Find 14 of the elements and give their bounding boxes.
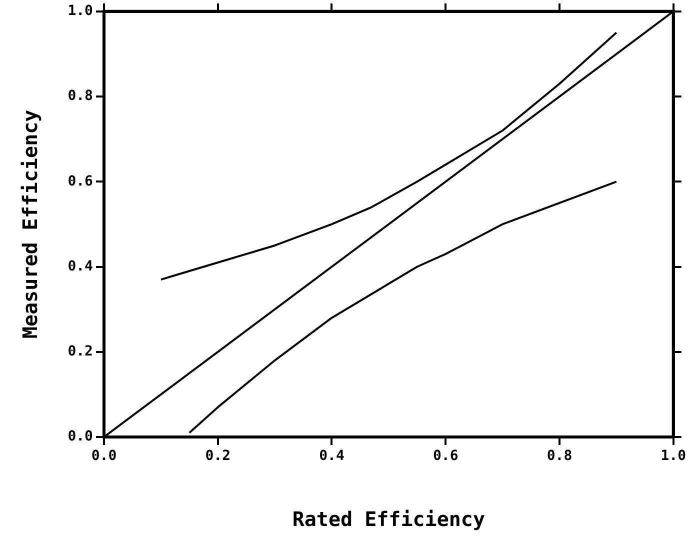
x-tick-label: 0.0	[91, 448, 117, 464]
y-tick-label: 0.8	[68, 88, 93, 104]
x-tick-label: 0.6	[432, 448, 458, 464]
x-tick-label: 1.0	[660, 448, 686, 464]
x-axis-title: Rated Efficiency	[292, 507, 486, 532]
y-tick-label: 0.0	[68, 428, 93, 445]
y-axis-title: Measured Efficiency	[18, 110, 42, 339]
y-tick-label: 1.0	[68, 3, 93, 20]
x-tick-label: 0.4	[319, 448, 344, 464]
y-tick-label: 0.4	[68, 258, 93, 274]
y-tick-label: 0.6	[68, 173, 93, 190]
x-tick-label: 0.2	[205, 448, 231, 464]
y-tick-label: 0.2	[68, 344, 93, 360]
x-tick-label: 0.8	[546, 448, 572, 464]
